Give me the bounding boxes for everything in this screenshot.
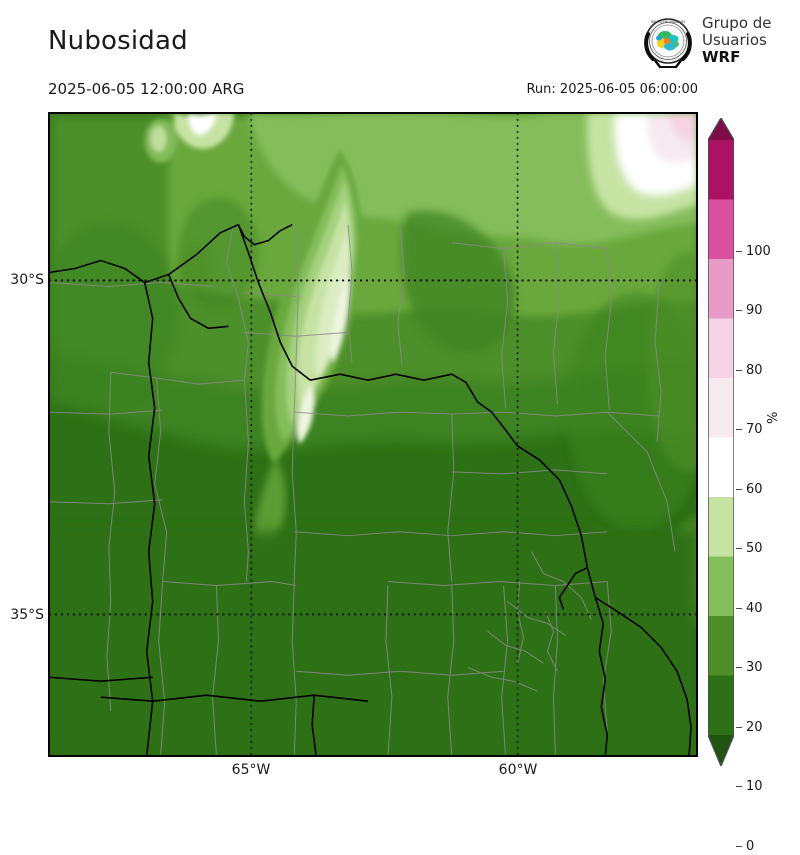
tick-mark	[736, 846, 742, 847]
model-run-label: Run: 2025-06-05 06:00:00	[526, 82, 698, 97]
tick-text: 0	[746, 839, 755, 854]
y-axis-tick-35s: 35°S	[10, 607, 44, 623]
tick-mark	[736, 251, 742, 252]
tick-text: 30	[746, 660, 763, 675]
y-axis-tick-30s: 30°S	[10, 272, 44, 288]
tick-text: 90	[746, 303, 763, 318]
tick-text: 60	[746, 482, 763, 497]
colorbar-unit-label: %	[766, 411, 781, 424]
brand-line-3: WRF	[702, 48, 741, 66]
tick-mark	[736, 786, 742, 787]
tick-text: 40	[746, 601, 763, 616]
brand-logo: GRUPO DE USUARIOS Grupo de Usuarios WRF	[638, 12, 798, 74]
brand-line-1: Grupo de	[702, 14, 772, 32]
tick-mark	[736, 727, 742, 728]
tick-mark	[736, 548, 742, 549]
colorbar-gradient	[708, 118, 734, 766]
tick-mark	[736, 667, 742, 668]
tick-text: 100	[746, 244, 771, 259]
valid-time-label: 2025-06-05 12:00:00 ARG	[48, 80, 245, 98]
tick-mark	[736, 608, 742, 609]
tick-text: 80	[746, 363, 763, 378]
tick-mark	[736, 370, 742, 371]
tick-text: 50	[746, 541, 763, 556]
tick-text: 20	[746, 720, 763, 735]
tick-text: 10	[746, 779, 763, 794]
brand-line-2: Usuarios	[702, 31, 767, 49]
x-axis-tick-65w: 65°W	[231, 762, 271, 778]
tick-mark	[736, 429, 742, 430]
svg-text:GRUPO DE USUARIOS: GRUPO DE USUARIOS	[651, 20, 686, 24]
page-title: Nubosidad	[48, 26, 188, 56]
colorbar[interactable]	[708, 118, 734, 766]
x-axis-tick-60w: 60°W	[498, 762, 538, 778]
colorbar-tick-labels: 100 90 80 70 60 50 40 30 20 10 0	[736, 112, 796, 854]
cloud-cover-heatmap	[49, 113, 697, 756]
map-plot-area[interactable]	[48, 112, 698, 757]
tick-mark	[736, 489, 742, 490]
wrf-globe-seal-icon: GRUPO DE USUARIOS	[644, 18, 692, 69]
tick-mark	[736, 310, 742, 311]
tick-text: 70	[746, 422, 763, 437]
